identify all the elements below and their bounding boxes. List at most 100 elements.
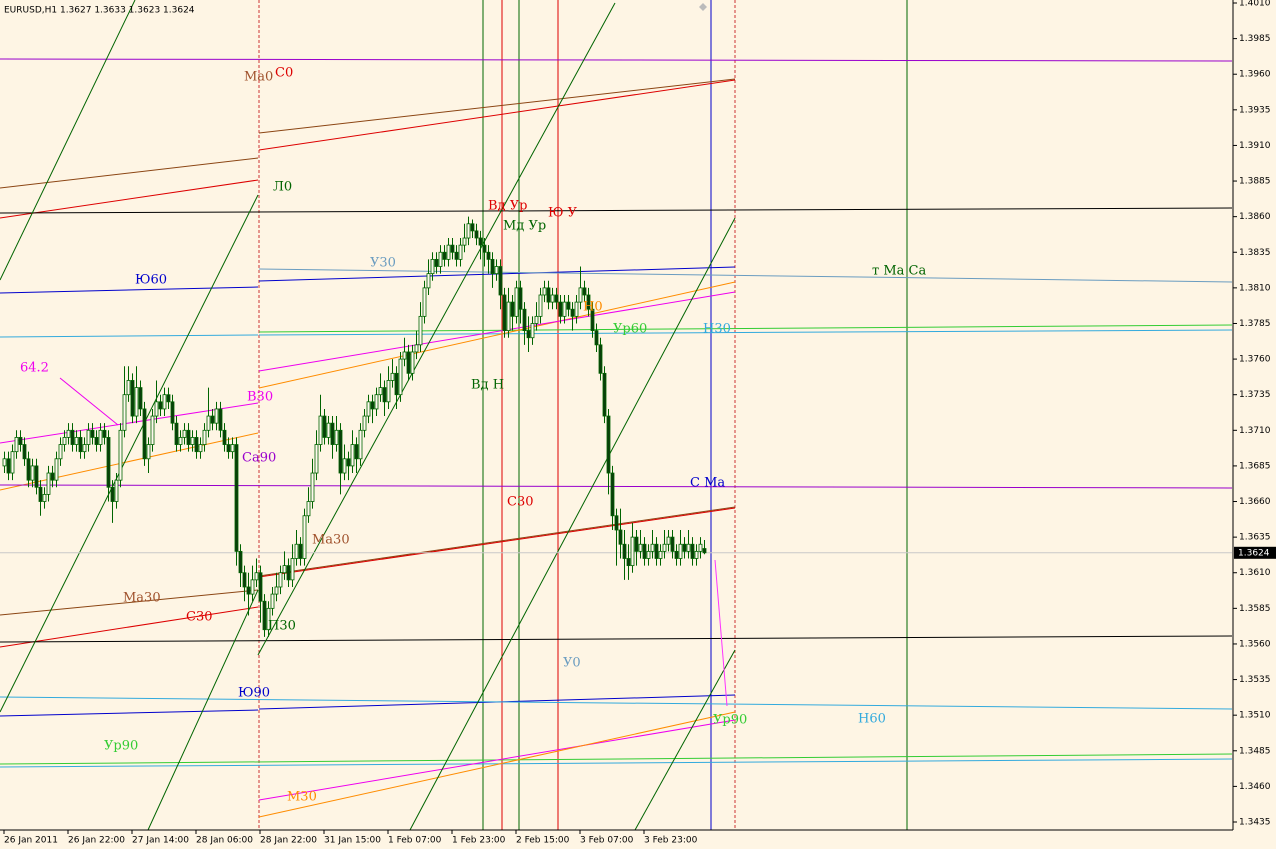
candle-body <box>242 572 247 588</box>
candle-body <box>98 429 103 445</box>
candle-body <box>82 444 87 453</box>
y-tick-label: 1.3535 <box>1239 675 1271 685</box>
candle-body <box>150 415 155 445</box>
candle-body <box>306 501 311 517</box>
candle-body <box>302 515 307 559</box>
annotation: Ур90 <box>104 739 138 754</box>
candle-body <box>194 437 199 453</box>
candle-body <box>10 451 15 474</box>
y-tick-label: 1.3435 <box>1239 818 1271 828</box>
candle-body <box>42 493 47 502</box>
y-tick-label: 1.4010 <box>1239 0 1271 9</box>
annotation: П30 <box>268 619 296 634</box>
candle-body <box>62 437 67 445</box>
annotation: Вд Н <box>471 378 504 393</box>
candle-body <box>466 223 471 239</box>
candle-body <box>370 401 375 410</box>
candle-body <box>38 486 43 502</box>
candle-body <box>590 308 595 331</box>
candle-body <box>602 372 607 417</box>
trend-line <box>258 79 736 151</box>
candle-body <box>530 323 535 339</box>
candle-body <box>94 437 99 445</box>
candle-body <box>210 415 215 424</box>
candle-body <box>582 287 587 296</box>
trend-line <box>258 719 736 801</box>
annotation: Ю У <box>548 206 578 221</box>
bid-box <box>1234 546 1276 559</box>
annotation: Ма0 <box>244 70 273 85</box>
candle-body <box>218 408 223 431</box>
annotation: Ма30 <box>123 591 161 606</box>
candle-body <box>526 330 531 339</box>
candle-body <box>170 401 175 424</box>
x-tick-label: 27 Jan 14:00 <box>132 836 189 846</box>
candle-body <box>442 251 447 260</box>
candle-body <box>690 543 695 559</box>
annotation: Ур60 <box>613 322 647 337</box>
candle-body <box>70 429 75 445</box>
candle-body <box>702 548 707 554</box>
candle-body <box>342 458 347 474</box>
level-line <box>0 207 1233 214</box>
y-tick-label: 1.3910 <box>1239 141 1271 151</box>
candle-body <box>322 415 327 438</box>
candle-body <box>266 607 271 631</box>
y-tick-label: 1.3885 <box>1239 177 1271 187</box>
candle-body <box>682 543 687 552</box>
candle-body <box>298 543 303 559</box>
trend-line <box>0 334 259 338</box>
candle-body <box>354 444 359 460</box>
candle-body <box>658 550 663 559</box>
pointer-line <box>59 377 119 426</box>
annotation: т Ма Са <box>872 264 926 279</box>
y-tick-label: 1.3560 <box>1239 639 1271 649</box>
candle-body <box>478 237 483 246</box>
candle-body <box>278 572 283 588</box>
chart-title: EURUSD,H1 1.3627 1.3633 1.3623 1.3624 <box>4 6 195 16</box>
candle-body <box>366 401 371 417</box>
candle-body <box>46 472 51 495</box>
y-tick-label: 1.3985 <box>1239 34 1271 44</box>
trend-line <box>258 268 1233 283</box>
candle-body <box>174 422 179 445</box>
candle-body <box>250 579 255 595</box>
candle-body <box>622 543 627 559</box>
candle-body <box>146 444 151 460</box>
candle-body <box>198 444 203 453</box>
candle-body <box>694 550 699 559</box>
candle-body <box>374 394 379 410</box>
candle-body <box>50 472 55 481</box>
candle-body <box>678 543 683 559</box>
candle-body <box>630 536 635 567</box>
y-tick-label: 1.3960 <box>1239 70 1271 80</box>
candle-body <box>30 465 35 481</box>
annotation: Ур90 <box>713 713 747 728</box>
candle-body <box>142 408 147 460</box>
candle-body <box>258 572 263 602</box>
trend-line <box>0 589 259 616</box>
candle-body <box>470 223 475 232</box>
y-tick-label: 1.3585 <box>1239 604 1271 614</box>
candle-body <box>222 429 227 445</box>
candle-body <box>542 287 547 296</box>
candle-body <box>34 465 39 488</box>
candle-body <box>206 415 211 431</box>
x-tick-label: 28 Jan 22:00 <box>260 836 317 846</box>
candle-body <box>398 358 403 396</box>
trend-line <box>258 78 736 134</box>
trend-line <box>0 286 259 294</box>
candle-body <box>558 301 563 317</box>
trend-line <box>0 606 259 648</box>
candle-body <box>286 565 291 581</box>
candle-body <box>454 251 459 260</box>
candle-body <box>494 266 499 275</box>
candle-body <box>270 593 275 609</box>
annotation: Ма30 <box>312 533 350 548</box>
y-tick-label: 1.3835 <box>1239 248 1271 258</box>
candle-body <box>226 444 231 453</box>
trend-line <box>0 179 259 219</box>
candle-body <box>522 308 527 331</box>
candle-body <box>234 444 239 552</box>
